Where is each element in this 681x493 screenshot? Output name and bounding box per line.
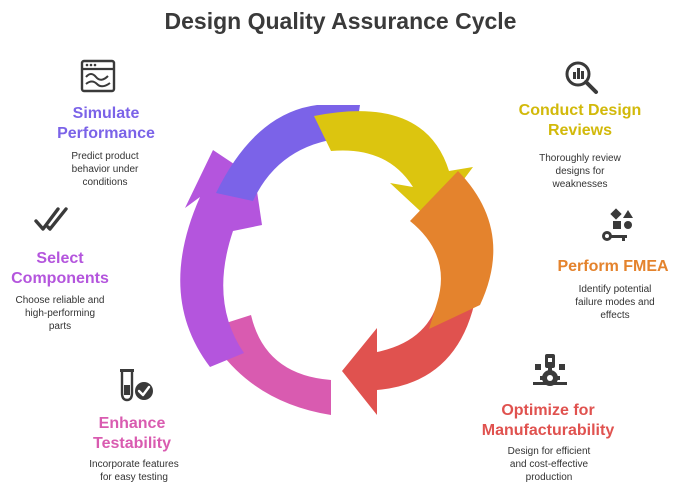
desc-enhance-testability: Incorporate features for easy testing bbox=[72, 458, 196, 484]
desc-conduct-design-reviews: Thoroughly review designs for weaknesses bbox=[527, 152, 633, 191]
desc-line: behavior under bbox=[71, 164, 139, 175]
label-optimize-manufacturability: Optimize for Manufacturability bbox=[466, 401, 630, 441]
segment-select bbox=[180, 150, 262, 367]
desc-perform-fmea: Identify potential failure modes and eff… bbox=[560, 283, 670, 322]
desc-line: for easy testing bbox=[100, 472, 168, 483]
desc-optimize-manufacturability: Design for efficient and cost-effective … bbox=[490, 445, 608, 484]
label-line: Reviews bbox=[547, 122, 613, 139]
magnifier-icon bbox=[565, 61, 598, 94]
chart-window-icon bbox=[80, 59, 116, 93]
label-line: Manufacturability bbox=[481, 422, 615, 439]
segment-testability bbox=[185, 262, 331, 415]
desc-line: Design for efficient bbox=[507, 446, 591, 457]
label-conduct-design-reviews: Conduct Design Reviews bbox=[500, 101, 660, 141]
shapes-key-icon bbox=[602, 208, 633, 241]
label-line: Enhance bbox=[98, 415, 166, 432]
desc-line: production bbox=[525, 472, 573, 483]
desc-line: and cost-effective bbox=[509, 459, 589, 470]
desc-line: Incorporate features bbox=[89, 459, 179, 470]
desc-line: conditions bbox=[82, 177, 128, 188]
desc-line: effects bbox=[600, 310, 630, 321]
desc-line: Thoroughly review bbox=[539, 153, 621, 164]
desc-select-components: Choose reliable and high-performing part… bbox=[2, 294, 118, 333]
label-perform-fmea: Perform FMEA bbox=[546, 257, 680, 277]
label-select-components: Select Components bbox=[0, 249, 120, 289]
desc-line: failure modes and bbox=[575, 297, 655, 308]
label-line: Conduct Design bbox=[518, 102, 642, 119]
segment-fmea bbox=[410, 171, 494, 329]
desc-line: Predict product bbox=[71, 151, 139, 162]
segment-optimize bbox=[342, 295, 477, 415]
diagram-title: Design Quality Assurance Cycle bbox=[164, 8, 517, 34]
label-line: Select bbox=[36, 250, 84, 267]
segment-review bbox=[314, 111, 473, 222]
label-line: Performance bbox=[57, 125, 155, 142]
desc-line: Identify potential bbox=[578, 284, 652, 295]
factory-gear-icon bbox=[533, 354, 567, 386]
desc-line: designs for bbox=[555, 166, 605, 177]
label-line: Optimize for bbox=[501, 402, 595, 419]
label-simulate-performance: Simulate Performance bbox=[46, 104, 166, 144]
desc-simulate-performance: Predict product behavior under condition… bbox=[50, 150, 160, 189]
label-enhance-testability: Enhance Testability bbox=[72, 414, 192, 454]
desc-line: Choose reliable and bbox=[15, 295, 105, 306]
desc-line: parts bbox=[48, 321, 72, 332]
desc-line: weaknesses bbox=[552, 179, 608, 190]
double-check-icon bbox=[34, 207, 68, 231]
test-tube-check-icon bbox=[120, 369, 153, 402]
desc-line: high-performing bbox=[24, 308, 96, 319]
label-line: Components bbox=[11, 270, 109, 287]
label-line: Perform FMEA bbox=[557, 258, 669, 275]
label-line: Testability bbox=[93, 435, 171, 452]
label-line: Simulate bbox=[72, 105, 140, 122]
